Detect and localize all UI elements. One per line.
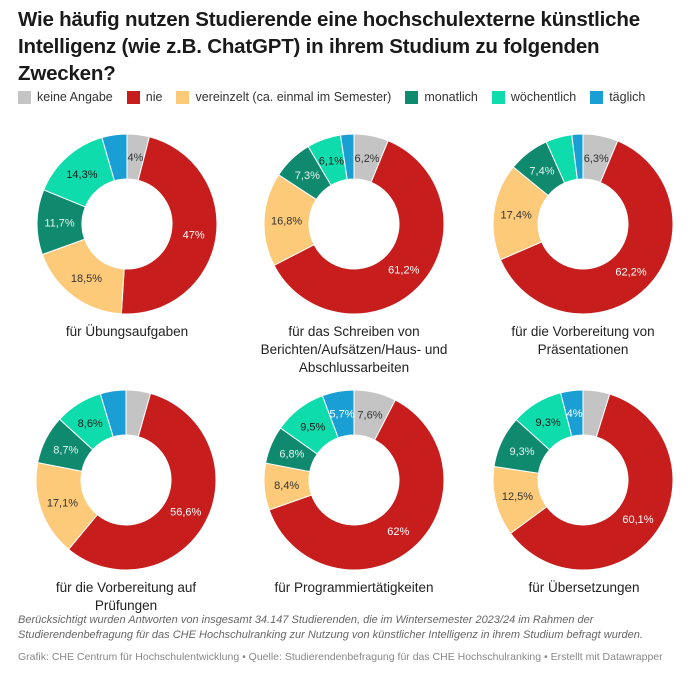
donut-data-label-vereinzelt: 8,4% [274, 480, 299, 492]
donut-caption: für die Vorbereitung auf Prüfungen [55, 580, 197, 613]
donut-data-label-monatlich: 8,7% [53, 445, 78, 457]
legend-item-vereinzelt: vereinzelt (ca. einmal im Semester) [176, 90, 391, 104]
donut-data-label-nie: 56,6% [170, 506, 201, 518]
donut-data-label-keine-angabe: 4% [128, 152, 144, 164]
donut-segment-taeglich [101, 133, 128, 182]
donut-data-label-vereinzelt: 17,4% [501, 210, 532, 222]
donut-caption: für das Schreiben von Berichten/Aufsätze… [260, 324, 448, 375]
chart-title: Wie häufig nutzen Studierende eine hochs… [18, 8, 640, 85]
donut-data-label-keine-angabe: 7,6% [357, 409, 382, 421]
donut-data-label-nie: 60,1% [622, 514, 653, 526]
donut-data-label-woechentlich: 14,3% [66, 169, 97, 181]
legend-swatch [491, 90, 505, 104]
legend-label: keine Angabe [37, 90, 113, 104]
donut-segment-taeglich [339, 133, 355, 181]
donut-caption: für die Vorbereitung von Präsentationen [511, 324, 655, 357]
legend-swatch [176, 90, 190, 104]
donut-data-label-vereinzelt: 16,8% [271, 216, 302, 228]
donut-segment-taeglich [321, 389, 355, 439]
donut-data-label-keine-angabe: 6,3% [584, 153, 609, 165]
legend-swatch [590, 90, 604, 104]
donut-data-label-monatlich: 11,7% [44, 218, 75, 230]
legend-item-taeglich: täglich [590, 90, 645, 104]
donut-data-label-monatlich: 6,8% [279, 449, 304, 461]
legend-swatch [126, 90, 140, 104]
donut-caption: für Übersetzungen [528, 580, 640, 595]
donut-data-label-woechentlich: 8,6% [78, 418, 103, 430]
donut-segment-nie [67, 392, 217, 571]
legend: keine Angabe nie vereinzelt (ca. einmal … [18, 90, 659, 104]
donut-data-label-nie: 62% [387, 526, 409, 538]
donut-data-label-taeglich: 5,7% [329, 409, 354, 421]
donut-segment-nie [268, 399, 445, 571]
donut-segment-taeglich [571, 133, 584, 180]
legend-label: wöchentlich [510, 90, 577, 104]
donut-segment-taeglich [99, 389, 127, 438]
donut-data-label-keine-angabe: 6,2% [355, 153, 380, 165]
donut-segment-nie [509, 393, 674, 571]
legend-item-nie: nie [126, 90, 163, 104]
legend-item-keine-angabe: keine Angabe [18, 90, 113, 104]
donut-data-label-monatlich: 7,4% [529, 165, 554, 177]
donut-data-label-woechentlich: 6,1% [319, 155, 344, 167]
legend-label: nie [145, 90, 163, 104]
donut-segment-nie [120, 136, 218, 315]
legend-swatch [18, 90, 31, 104]
donut-segment-nie [499, 140, 674, 315]
donut-data-label-vereinzelt: 18,5% [71, 273, 102, 285]
donut-data-label-taeglich: 4% [567, 408, 583, 420]
legend-label: täglich [609, 90, 646, 104]
legend-label: monatlich [424, 90, 478, 104]
donut-data-label-monatlich: 7,3% [295, 170, 320, 182]
chart-source: Grafik: CHE Centrum für Hochschulentwick… [18, 651, 663, 663]
donut-data-label-woechentlich: 9,3% [536, 417, 561, 429]
donut-data-label-monatlich: 9,3% [509, 446, 534, 458]
legend-label: vereinzelt (ca. einmal im Semester) [195, 90, 392, 104]
legend-item-monatlich: monatlich [405, 90, 478, 104]
donut-caption: für Programmiertätigkeiten [274, 580, 434, 595]
donut-data-label-woechentlich: 9,5% [300, 422, 325, 434]
donut-caption: für Übungsaufgaben [65, 324, 189, 339]
legend-swatch [405, 90, 419, 104]
donut-data-label-vereinzelt: 17,1% [47, 498, 78, 510]
donut-segment-nie [273, 140, 445, 315]
legend-item-woechentlich: wöchentlich [491, 90, 577, 104]
donut-data-label-nie: 61,2% [388, 265, 419, 277]
chart-notes: Berücksichtigt wurden Antworten von insg… [18, 614, 643, 641]
donut-data-label-nie: 47% [183, 230, 205, 242]
donut-data-label-nie: 62,2% [615, 266, 646, 278]
donut-segment-taeglich [560, 389, 584, 438]
donut-data-label-vereinzelt: 12,5% [502, 491, 533, 503]
